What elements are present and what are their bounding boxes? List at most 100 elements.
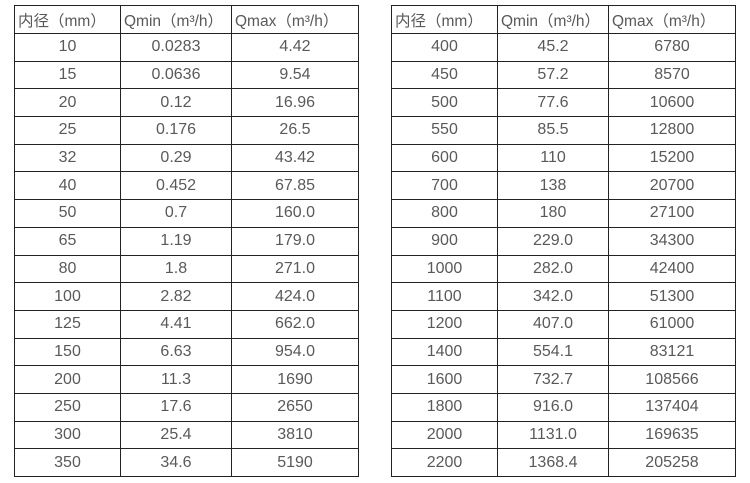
table-cell: 550 (391, 116, 498, 145)
table-cell: 1800 (391, 392, 498, 422)
table-cell: 100 (14, 282, 121, 311)
table-cell: 1.19 (120, 226, 232, 256)
table-row: 125 4.41 662.0 (14, 309, 359, 339)
column-header: 内径（mm） (14, 5, 121, 34)
table-row: 300 25.4 3810 (14, 420, 359, 450)
table-cell: 34.6 (120, 448, 232, 477)
table-cell: 205258 (608, 448, 736, 477)
table-cell: 662.0 (231, 309, 359, 339)
table-header-row: 内径（mm） Qmin（m³/h） Qmax（m³/h） (14, 5, 359, 34)
table-cell: 900 (391, 226, 498, 256)
table-cell: 2.82 (120, 282, 232, 311)
table-cell: 83121 (608, 337, 736, 367)
table-row: 500 77.6 10600 (391, 88, 736, 118)
table-row: 1100 342.0 51300 (391, 282, 736, 311)
table-cell: 1200 (391, 309, 498, 339)
table-cell: 350 (14, 448, 121, 477)
table-cell: 250 (14, 392, 121, 422)
flow-spec-table-large-diameters: 内径（mm） Qmin（m³/h） Qmax（m³/h） 400 45.2 6780 45… (391, 5, 736, 477)
table-cell: 2000 (391, 420, 498, 450)
table-cell: 0.176 (120, 116, 232, 145)
table-cell: 10600 (608, 88, 736, 118)
table-row: 550 85.5 12800 (391, 116, 736, 145)
table-row: 700 138 20700 (391, 171, 736, 201)
table-cell: 6.63 (120, 337, 232, 367)
table-cell: 9.54 (231, 60, 359, 90)
table-cell: 342.0 (497, 282, 609, 311)
table-cell: 150 (14, 337, 121, 367)
column-header: Qmax（m³/h） (608, 5, 736, 34)
table-cell: 4.42 (231, 33, 359, 62)
table-cell: 5190 (231, 448, 359, 477)
table-cell: 700 (391, 171, 498, 201)
table-cell: 110 (497, 143, 609, 173)
table-cell: 400 (391, 33, 498, 62)
table-cell: 32 (14, 143, 121, 173)
table-cell: 954.0 (231, 337, 359, 367)
table-cell: 0.452 (120, 171, 232, 201)
flow-spec-table-small-diameters: 内径（mm） Qmin（m³/h） Qmax（m³/h） 10 0.0283 4.42 1… (14, 5, 359, 477)
table-cell: 10 (14, 33, 121, 62)
table-cell: 1131.0 (497, 420, 609, 450)
table-row: 2000 1131.0 169635 (391, 420, 736, 450)
table-row: 1800 916.0 137404 (391, 392, 736, 422)
table-cell: 600 (391, 143, 498, 173)
column-header: Qmax（m³/h） (231, 5, 359, 34)
table-cell: 15 (14, 60, 121, 90)
table-row: 800 180 27100 (391, 199, 736, 228)
table-cell: 85.5 (497, 116, 609, 145)
table-cell: 1690 (231, 365, 359, 394)
table-cell: 271.0 (231, 254, 359, 284)
table-cell: 1100 (391, 282, 498, 311)
table-cell: 57.2 (497, 60, 609, 90)
tables-container: 内径（mm） Qmin（m³/h） Qmax（m³/h） 10 0.0283 4.42 1… (14, 5, 736, 477)
table-row: 25 0.176 26.5 (14, 116, 359, 145)
table-cell: 125 (14, 309, 121, 339)
table-row: 80 1.8 271.0 (14, 254, 359, 284)
table-cell: 77.6 (497, 88, 609, 118)
table-cell: 450 (391, 60, 498, 90)
table-cell: 4.41 (120, 309, 232, 339)
table-cell: 16.96 (231, 88, 359, 118)
table-cell: 179.0 (231, 226, 359, 256)
table-row: 1400 554.1 83121 (391, 337, 736, 367)
table-cell: 11.3 (120, 365, 232, 394)
table-row: 200 11.3 1690 (14, 365, 359, 394)
table-row: 32 0.29 43.42 (14, 143, 359, 173)
table-row: 15 0.0636 9.54 (14, 60, 359, 90)
table-cell: 500 (391, 88, 498, 118)
column-header: Qmin（m³/h） (497, 5, 609, 34)
table-row: 450 57.2 8570 (391, 60, 736, 90)
table-cell: 45.2 (497, 33, 609, 62)
table-cell: 160.0 (231, 199, 359, 228)
table-cell: 65 (14, 226, 121, 256)
table-cell: 3810 (231, 420, 359, 450)
table-cell: 20 (14, 88, 121, 118)
table-cell: 0.29 (120, 143, 232, 173)
table-cell: 25 (14, 116, 121, 145)
table-cell: 8570 (608, 60, 736, 90)
table-cell: 732.7 (497, 365, 609, 394)
table-cell: 43.42 (231, 143, 359, 173)
table-cell: 61000 (608, 309, 736, 339)
table-cell: 2200 (391, 448, 498, 477)
table-cell: 300 (14, 420, 121, 450)
table-row: 1000 282.0 42400 (391, 254, 736, 284)
table-row: 100 2.82 424.0 (14, 282, 359, 311)
table-cell: 2650 (231, 392, 359, 422)
table-cell: 25.4 (120, 420, 232, 450)
table-row: 2200 1368.4 205258 (391, 448, 736, 477)
table-cell: 0.0636 (120, 60, 232, 90)
table-cell: 407.0 (497, 309, 609, 339)
table-row: 600 110 15200 (391, 143, 736, 173)
table-cell: 0.0283 (120, 33, 232, 62)
table-row: 65 1.19 179.0 (14, 226, 359, 256)
table-cell: 282.0 (497, 254, 609, 284)
table-cell: 20700 (608, 171, 736, 201)
table-row: 900 229.0 34300 (391, 226, 736, 256)
table-cell: 0.12 (120, 88, 232, 118)
table-cell: 50 (14, 199, 121, 228)
table-cell: 80 (14, 254, 121, 284)
table-cell: 26.5 (231, 116, 359, 145)
